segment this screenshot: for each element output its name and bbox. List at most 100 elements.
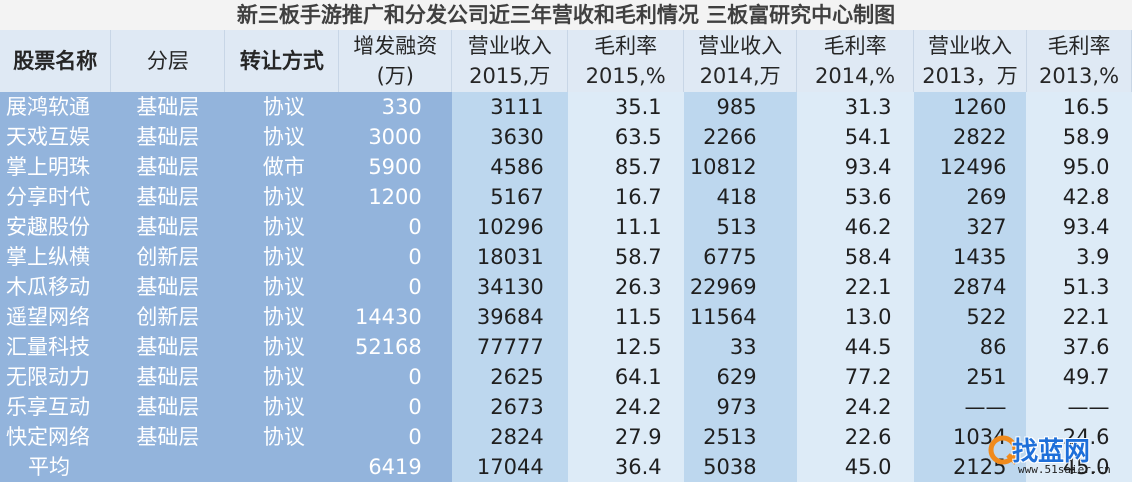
cell-financing: 1200 <box>338 182 452 212</box>
cell-rev2014: 22969 <box>683 272 797 302</box>
table-row: 安趣股份 基础层 协议 0 10296 11.1 513 46.2 327 93.4 <box>0 212 1132 242</box>
cell-gm2015: 36.4 <box>567 452 684 482</box>
cell-rev2014: 2266 <box>683 122 797 152</box>
header-gm2013: 毛利率2013,% <box>1026 30 1132 92</box>
cell-gm2015: 58.7 <box>567 242 684 272</box>
cell-rev2015: 3111 <box>451 92 568 122</box>
cell-financing: 52168 <box>338 332 452 362</box>
cell-transfer <box>224 452 339 482</box>
header-stock-name: 股票名称 <box>0 30 112 92</box>
cell-stock-name: 木瓜移动 <box>0 272 111 302</box>
table-row: 木瓜移动 基础层 协议 0 34130 26.3 22969 22.1 2874 51.3 <box>0 272 1132 302</box>
table-row: 快定网络 基础层 协议 0 2824 27.9 2513 22.6 1034 24.6 <box>0 422 1132 452</box>
cell-gm2015: 27.9 <box>567 422 684 452</box>
cell-rev2015: 77777 <box>451 332 568 362</box>
cell-rev2015: 18031 <box>451 242 568 272</box>
cell-stock-name: 展鸿软通 <box>0 92 111 122</box>
cell-stock-name: 掌上明珠 <box>0 152 111 182</box>
cell-gm2014: 45.0 <box>796 452 914 482</box>
cell-rev2014: 973 <box>683 392 797 422</box>
cell-gm2013: 3.9 <box>1026 242 1132 272</box>
cell-rev2013: 1260 <box>913 92 1027 122</box>
cell-gm2015: 11.5 <box>567 302 684 332</box>
cell-stock-name: 遥望网络 <box>0 302 111 332</box>
cell-gm2013: 42.8 <box>1026 182 1132 212</box>
cell-stock-name: 安趣股份 <box>0 212 111 242</box>
cell-gm2014: 44.5 <box>796 332 914 362</box>
cell-rev2014: 6775 <box>683 242 797 272</box>
cell-gm2014: 22.1 <box>796 272 914 302</box>
cell-rev2015: 2625 <box>451 362 568 392</box>
cell-rev2015: 17044 <box>451 452 568 482</box>
cell-gm2014: 13.0 <box>796 302 914 332</box>
table-row: 天戏互娱 基础层 协议 3000 3630 63.5 2266 54.1 2822 58.9 <box>0 122 1132 152</box>
cell-financing: 3000 <box>338 122 452 152</box>
cell-gm2013: 24.6 <box>1026 422 1132 452</box>
cell-rev2013: 1435 <box>913 242 1027 272</box>
cell-transfer: 协议 <box>224 332 339 362</box>
cell-rev2015: 34130 <box>451 272 568 302</box>
watermark-brand: 找蓝网 <box>1012 437 1091 467</box>
cell-gm2014: 54.1 <box>796 122 914 152</box>
cell-gm2013: 37.6 <box>1026 332 1132 362</box>
header-gm2014: 毛利率2014,% <box>796 30 915 92</box>
table-row: 乐享互动 基础层 协议 0 2673 24.2 973 24.2 —— —— <box>0 392 1132 422</box>
cell-transfer: 协议 <box>224 122 339 152</box>
cell-rev2015: 3630 <box>451 122 568 152</box>
cell-financing: 0 <box>338 362 452 392</box>
cell-transfer: 协议 <box>224 362 339 392</box>
cell-gm2015: 35.1 <box>567 92 684 122</box>
cell-layer: 创新层 <box>110 302 225 332</box>
financials-table: 股票名称 分层 转让方式 增发融资(万) 营业收入2015,万 毛利率2015,… <box>0 30 1132 482</box>
cell-rev2013: 2874 <box>913 272 1027 302</box>
cell-stock-name: 分享时代 <box>0 182 111 212</box>
cell-layer: 基础层 <box>110 272 225 302</box>
cell-gm2014: 46.2 <box>796 212 914 242</box>
cell-gm2013: 16.5 <box>1026 92 1132 122</box>
cell-transfer: 协议 <box>224 212 339 242</box>
header-layer: 分层 <box>110 30 226 92</box>
cell-gm2014: 24.2 <box>796 392 914 422</box>
cell-rev2014: 10812 <box>683 152 797 182</box>
cell-stock-name: 掌上纵横 <box>0 242 111 272</box>
cell-financing: 0 <box>338 392 452 422</box>
table-row: 掌上纵横 创新层 协议 0 18031 58.7 6775 58.4 1435 3.9 <box>0 242 1132 272</box>
cell-transfer: 协议 <box>224 422 339 452</box>
cell-financing: 0 <box>338 242 452 272</box>
cell-layer: 基础层 <box>110 332 225 362</box>
cell-transfer: 协议 <box>224 272 339 302</box>
cell-rev2014: 418 <box>683 182 797 212</box>
cell-gm2015: 26.3 <box>567 272 684 302</box>
table-row: 展鸿软通 基础层 协议 330 3111 35.1 985 31.3 1260 16.5 <box>0 92 1132 122</box>
table-row: 分享时代 基础层 协议 1200 5167 16.7 418 53.6 269 42.8 <box>0 182 1132 212</box>
cell-gm2013: 51.3 <box>1026 272 1132 302</box>
table-row: 掌上明珠 基础层 做市 5900 4586 85.7 10812 93.4 12496 95.0 <box>0 152 1132 182</box>
cell-rev2013: 522 <box>913 302 1027 332</box>
cell-transfer: 做市 <box>224 152 339 182</box>
cell-gm2015: 11.1 <box>567 212 684 242</box>
cell-gm2013: 93.4 <box>1026 212 1132 242</box>
cell-rev2013: 86 <box>913 332 1027 362</box>
cell-gm2013: 95.0 <box>1026 152 1132 182</box>
watermark-url: www.51saier.cn <box>1018 463 1111 476</box>
cell-transfer: 协议 <box>224 242 339 272</box>
cell-rev2013: 269 <box>913 182 1027 212</box>
header-gm2015: 毛利率2015,% <box>567 30 685 92</box>
cell-gm2013: 49.7 <box>1026 362 1132 392</box>
header-financing: 增发融资(万) <box>338 30 453 92</box>
cell-gm2013: 45.0 <box>1026 452 1132 482</box>
cell-rev2015: 2673 <box>451 392 568 422</box>
cell-financing: 0 <box>338 422 452 452</box>
cell-gm2015: 12.5 <box>567 332 684 362</box>
cell-gm2014: 22.6 <box>796 422 914 452</box>
cell-rev2014: 629 <box>683 362 797 392</box>
cell-gm2013: —— <box>1026 392 1132 422</box>
page-title: 新三板手游推广和分发公司近三年营收和毛利情况 三板富研究中心制图 <box>0 0 1132 31</box>
cell-financing: 5900 <box>338 152 452 182</box>
cell-financing: 0 <box>338 272 452 302</box>
cell-layer: 基础层 <box>110 212 225 242</box>
cell-gm2015: 24.2 <box>567 392 684 422</box>
cell-gm2014: 93.4 <box>796 152 914 182</box>
cell-stock-name: 汇量科技 <box>0 332 111 362</box>
cell-rev2014: 2513 <box>683 422 797 452</box>
